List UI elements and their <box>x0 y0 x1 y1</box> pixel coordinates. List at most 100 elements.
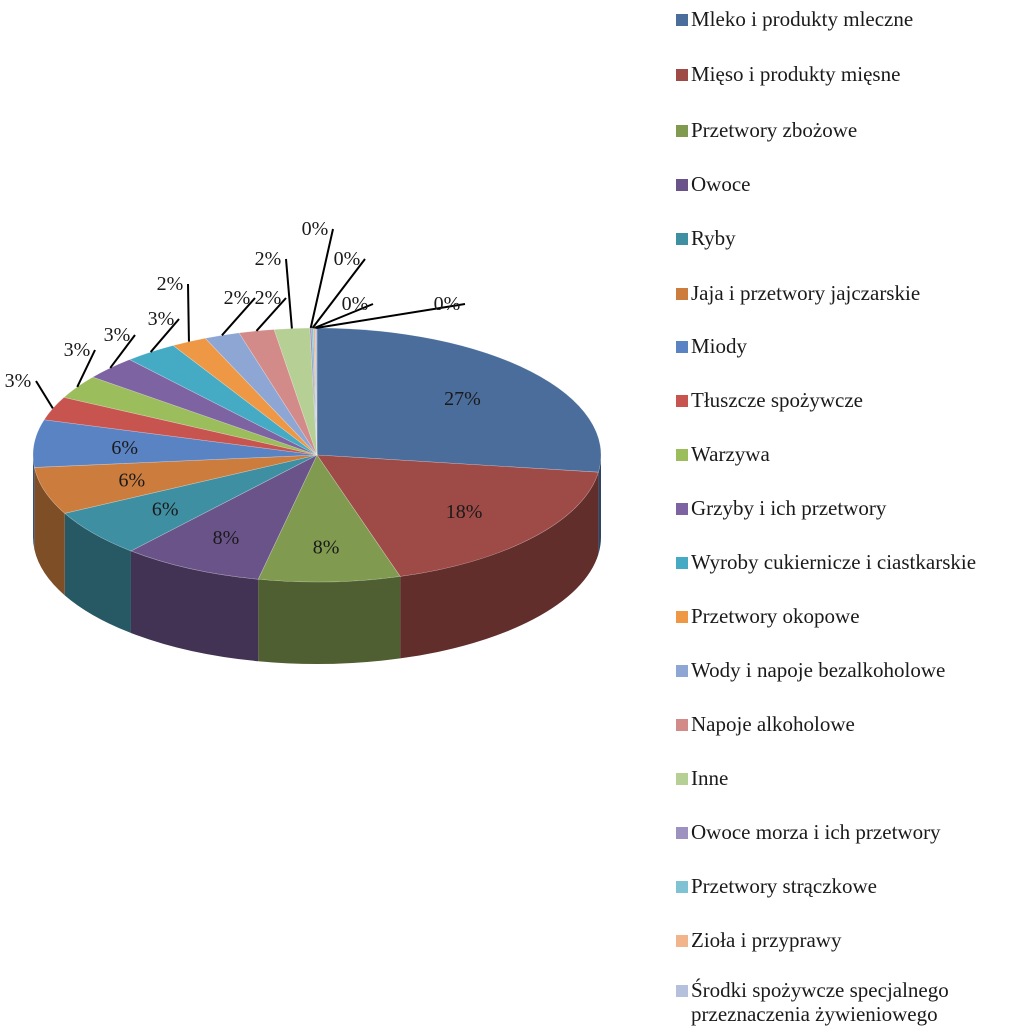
slice-9 <box>92 359 318 456</box>
legend-label: Wody i napoje bezalkoholowe <box>691 658 946 682</box>
data-label-5: 6% <box>118 469 145 491</box>
slice-side-2 <box>258 576 401 664</box>
pie-sides <box>33 455 601 664</box>
leader-line-16 <box>311 258 366 329</box>
legend-item: Środki spożywcze specjalnego przeznaczen… <box>676 978 949 1026</box>
legend-item: Tłuszcze spożywcze <box>676 388 863 412</box>
pie-slices <box>32 327 602 583</box>
leader-line-8 <box>76 349 96 388</box>
data-label-1: 18% <box>446 501 483 523</box>
legend-item: Mleko i produkty mleczne <box>676 7 913 31</box>
leader-line-17 <box>313 303 374 329</box>
legend-item: Ryby <box>676 226 736 250</box>
legend-label: Mleko i produkty mleczne <box>691 7 914 31</box>
slice-1 <box>316 454 599 577</box>
legend-label: Przetwory zbożowe <box>691 118 858 142</box>
legend-item: Wyroby cukiernicze i ciastkarskie <box>676 550 976 574</box>
data-label-11: 2% <box>157 273 184 295</box>
legend-swatch <box>676 395 688 407</box>
slice-4 <box>64 454 318 552</box>
slice-6 <box>32 419 318 468</box>
data-label-8: 3% <box>64 339 91 361</box>
data-label-0: 27% <box>444 388 481 410</box>
slice-14 <box>273 327 318 456</box>
legend-swatch <box>676 341 688 353</box>
slice-side-5 <box>34 467 65 596</box>
legend-label: Jaja i przetwory jajczarskie <box>691 281 921 305</box>
legend-swatch <box>676 827 688 839</box>
legend-item: Owoce <box>676 172 750 196</box>
data-labels: 27%18%8%8%6%6%6%3%3%3%3%2%2% 2%2%0%0%0% 0% <box>5 218 483 558</box>
data-label-3: 8% <box>213 527 240 549</box>
data-label-14: 2% <box>255 248 282 270</box>
legend-swatch <box>676 557 688 569</box>
legend-swatch <box>676 773 688 785</box>
legend-label: Mięso i produkty mięsne <box>691 62 901 86</box>
slice-2 <box>257 454 401 583</box>
slice-5 <box>33 454 318 514</box>
legend-swatch <box>676 69 688 81</box>
legend-label: Grzyby i ich przetwory <box>691 496 887 520</box>
leader-line-15 <box>309 228 334 329</box>
slice-3 <box>130 454 318 580</box>
legend-label: Zioła i przyprawy <box>691 928 842 952</box>
legend-item: Przetwory strączkowe <box>676 874 877 898</box>
legend-item: Przetwory okopowe <box>676 604 860 628</box>
legend-label: Warzywa <box>691 442 770 466</box>
data-label-13: 2% <box>255 287 282 309</box>
slice-side-1 <box>400 472 599 659</box>
legend-swatch <box>676 611 688 623</box>
legend-label: Tłuszcze spożywcze <box>691 388 863 412</box>
legend-swatch <box>676 179 688 191</box>
slice-10 <box>128 345 318 456</box>
legend-item: Inne <box>676 766 728 790</box>
data-label-18: 0% <box>434 293 461 315</box>
slice-side-6 <box>33 455 35 550</box>
leader-line-10 <box>149 318 180 353</box>
legend-label: Ryby <box>691 226 736 250</box>
legend-swatch <box>676 14 688 26</box>
legend-label: Owoce morza i ich przetwory <box>691 820 941 844</box>
legend-swatch <box>676 233 688 245</box>
data-label-16: 0% <box>334 248 361 270</box>
legend-label: Środki spożywcze specjalnego przeznaczen… <box>691 978 949 1026</box>
legend-item: Warzywa <box>676 442 770 466</box>
leader-line-9 <box>109 334 136 369</box>
leader-lines <box>35 228 466 409</box>
data-label-10: 3% <box>148 308 175 330</box>
data-label-17: 0% <box>342 293 369 315</box>
legend-item: Owoce morza i ich przetwory <box>676 820 941 844</box>
legend-label: Inne <box>691 766 729 790</box>
legend-swatch <box>676 935 688 947</box>
legend-swatch <box>676 719 688 731</box>
data-label-7: 3% <box>5 370 32 392</box>
legend-item: Jaja i przetwory jajczarskie <box>676 281 920 305</box>
legend-swatch <box>676 503 688 515</box>
legend-item: Grzyby i ich przetwory <box>676 496 886 520</box>
leader-line-13 <box>255 297 287 332</box>
legend-label: Wyroby cukiernicze i ciastkarskie <box>691 550 977 574</box>
legend-item: Wody i napoje bezalkoholowe <box>676 658 945 682</box>
legend-label: Napoje alkoholowe <box>691 712 855 736</box>
data-label-15: 0% <box>302 218 329 240</box>
legend-swatch <box>676 985 688 997</box>
legend-swatch <box>676 288 688 300</box>
slice-11 <box>172 337 318 456</box>
legend-item: Mięso i produkty mięsne <box>676 62 900 86</box>
legend-item: Miody <box>676 334 747 358</box>
data-label-12: 2% <box>224 287 251 309</box>
legend-item: Zioła i przyprawy <box>676 928 841 952</box>
data-label-6: 6% <box>111 437 138 459</box>
slice-side-4 <box>64 513 131 633</box>
legend-swatch <box>676 665 688 677</box>
leader-line-7 <box>35 380 54 409</box>
data-label-9: 3% <box>104 324 131 346</box>
leader-line-18 <box>315 303 466 329</box>
data-label-4: 6% <box>152 498 179 520</box>
legend-item: Przetwory zbożowe <box>676 118 857 142</box>
data-label-2: 8% <box>313 536 340 558</box>
leader-line-11 <box>187 283 190 342</box>
slice-0 <box>316 327 602 473</box>
legend-label: Miody <box>691 334 748 358</box>
slice-side-3 <box>130 550 259 662</box>
